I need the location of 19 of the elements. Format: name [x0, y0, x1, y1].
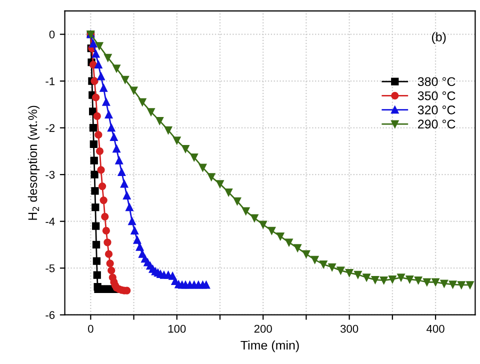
y-tick-label: -1	[46, 77, 55, 86]
annotation: (b)	[432, 32, 446, 44]
y-tick-label: -4	[46, 218, 55, 226]
x-tick-label: 200	[254, 324, 272, 333]
y-axis-title: H$_{2}$ desorption (wt.%)	[28, 106, 40, 220]
legend-label: 350 °C	[418, 91, 456, 100]
y-tick-label: 0	[49, 30, 55, 38]
legend-label: 380 °C	[418, 77, 456, 86]
x-tick-label: 400	[426, 324, 444, 333]
x-tick-label: 300	[340, 324, 358, 333]
y-tick-label: -3	[46, 170, 55, 179]
legend-label: 290 °C	[418, 120, 456, 129]
x-tick-label: 0	[88, 324, 94, 333]
y-tick-label: -5	[46, 264, 55, 272]
legend-label: 320 °C	[418, 106, 456, 114]
y-tick-label: -2	[46, 124, 55, 132]
y-tick-label: -6	[46, 311, 55, 319]
x-axis-title: Time (min)	[240, 340, 299, 352]
x-tick-label: 100	[168, 324, 186, 333]
